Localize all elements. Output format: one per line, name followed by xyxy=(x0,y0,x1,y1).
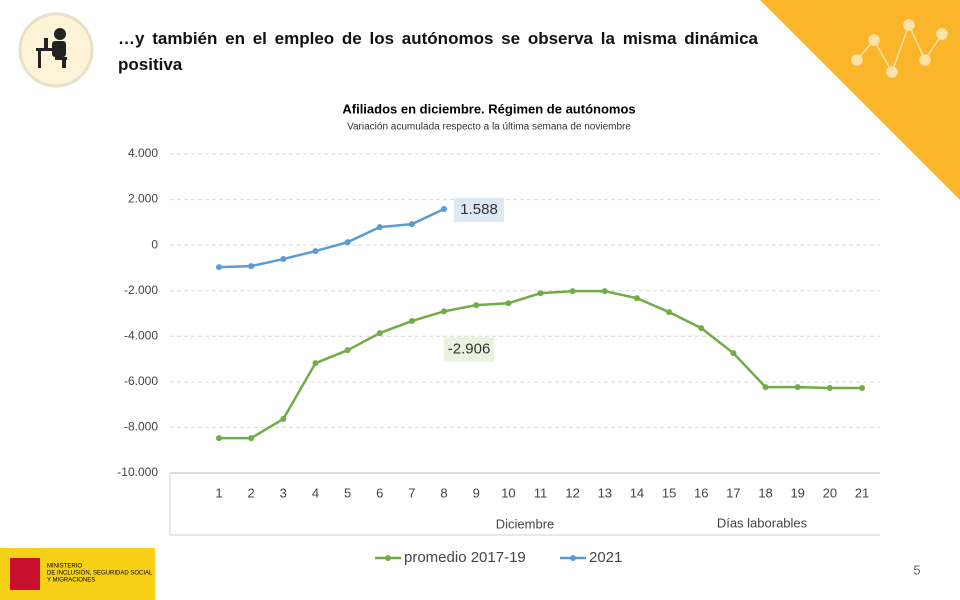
data-point xyxy=(505,300,512,307)
data-point xyxy=(408,318,415,325)
x-tick-label: 7 xyxy=(408,485,415,500)
data-point xyxy=(216,264,222,271)
data-point xyxy=(248,263,255,270)
x-tick-label: 17 xyxy=(726,485,740,500)
corner-motif xyxy=(851,19,948,78)
data-point xyxy=(859,385,865,392)
data-point xyxy=(312,360,319,367)
x-tick-label: 3 xyxy=(280,485,287,500)
x-tick-label: 21 xyxy=(855,485,869,500)
chart-title: Afiliados en diciembre. Régimen de autón… xyxy=(342,101,635,116)
value-label-box xyxy=(444,337,495,362)
ministry-text: DE INCLUSIÓN, SEGURIDAD SOCIAL xyxy=(47,570,153,577)
worker-icon xyxy=(36,28,67,68)
data-point xyxy=(376,330,383,337)
x-tick-label: 10 xyxy=(501,485,515,500)
series-line xyxy=(218,207,445,269)
x-tick-label: 8 xyxy=(440,485,447,500)
x-tick-label: 2 xyxy=(248,485,255,500)
data-point xyxy=(730,350,737,357)
page-number: 5 xyxy=(913,562,920,577)
ministry-text: Y MIGRACIONES xyxy=(47,578,95,584)
x-tick-label: 9 xyxy=(473,485,480,500)
data-point xyxy=(441,308,448,315)
data-point xyxy=(601,288,608,295)
y-tick-label: -6.000 xyxy=(124,374,158,388)
y-tick-label: 4.000 xyxy=(128,146,158,160)
y-tick-label: 0 xyxy=(151,237,158,251)
x-tick-label: 4 xyxy=(312,485,319,500)
x-tick-label: 13 xyxy=(598,485,612,500)
data-point xyxy=(698,325,705,332)
data-point xyxy=(344,239,351,246)
slide-title: …y también en el empleo de los autónomos… xyxy=(118,29,758,74)
coat-of-arms xyxy=(10,558,40,590)
ministry-text: MINISTERIO xyxy=(47,564,82,570)
data-point xyxy=(633,295,640,302)
data-point xyxy=(344,347,351,354)
chart-subtitle: Variación acumulada respecto a la última… xyxy=(347,122,631,133)
value-label-box xyxy=(454,197,505,222)
x-tick-label: 18 xyxy=(758,485,772,500)
data-point xyxy=(280,256,287,263)
data-point xyxy=(280,415,287,422)
legend-swatch xyxy=(570,555,576,561)
data-point xyxy=(537,290,544,297)
data-point xyxy=(666,309,673,316)
x-tick-label: 19 xyxy=(790,485,804,500)
value-label: -2.906 xyxy=(448,340,491,357)
x-tick-label: 12 xyxy=(565,485,579,500)
x-group-label: Días laborables xyxy=(717,515,808,530)
x-group-label: Diciembre xyxy=(496,516,555,531)
y-tick-label: -10.000 xyxy=(117,465,158,479)
value-label: 1.588 xyxy=(460,201,498,218)
legend-swatch xyxy=(385,555,391,561)
data-point xyxy=(569,288,576,295)
x-tick-label: 6 xyxy=(376,485,383,500)
data-point xyxy=(216,435,222,442)
x-tick-label: 11 xyxy=(534,485,548,500)
y-tick-label: -4.000 xyxy=(124,328,158,342)
data-point xyxy=(408,221,415,228)
corner-decoration xyxy=(760,0,960,200)
legend-label: 2021 xyxy=(589,549,622,566)
data-point xyxy=(794,384,801,391)
data-point xyxy=(248,435,255,442)
x-tick-label: 5 xyxy=(344,485,351,500)
data-point xyxy=(441,205,448,212)
legend-label: promedio 2017-19 xyxy=(404,549,526,566)
data-point xyxy=(473,302,480,309)
x-tick-label: 14 xyxy=(630,485,644,500)
y-tick-label: -8.000 xyxy=(124,420,158,434)
x-tick-label: 1 xyxy=(215,485,222,500)
y-tick-label: 2.000 xyxy=(128,192,158,206)
x-tick-label: 20 xyxy=(823,485,837,500)
data-point xyxy=(312,248,319,255)
x-tick-label: 15 xyxy=(662,485,676,500)
data-point xyxy=(762,384,769,391)
y-tick-label: -2.000 xyxy=(124,283,158,297)
data-point xyxy=(376,224,383,231)
x-tick-label: 16 xyxy=(694,485,708,500)
data-point xyxy=(826,385,833,392)
